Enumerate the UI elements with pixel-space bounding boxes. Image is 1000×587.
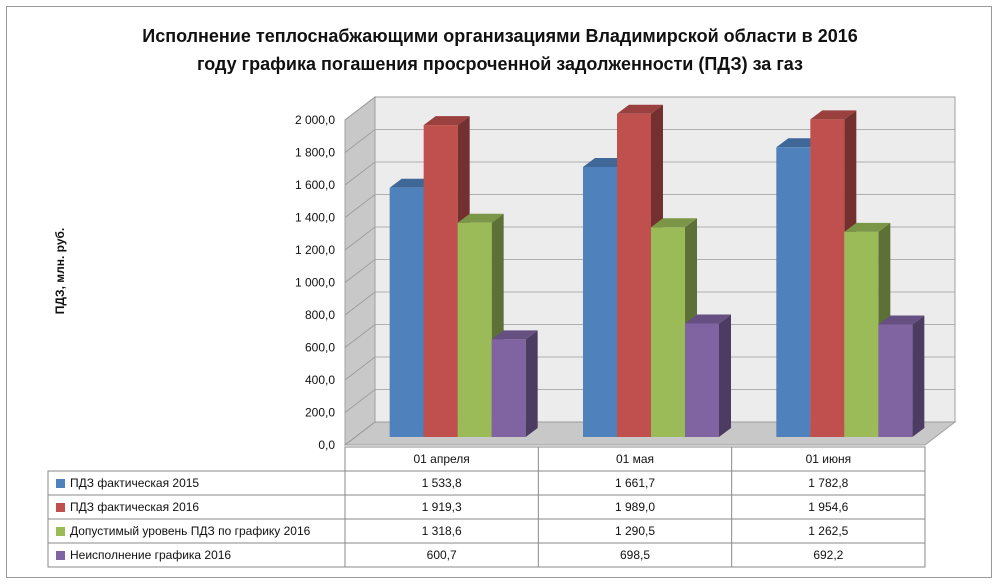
gridline [344,389,955,413]
bar-front [844,231,879,437]
gridline [344,356,955,381]
y-tick-label: 200,0 [305,406,335,420]
bar-front [651,227,685,437]
bar [685,314,731,437]
bar-top [651,218,697,228]
legend-series-name: Неисполнение графика 2016 [70,548,231,562]
x-category-label: 01 апреля [414,452,470,466]
bar-top [844,222,891,232]
y-tick-label: 2 000,0 [295,113,335,127]
y-tick-label: 1 400,0 [295,211,335,225]
gridline [344,291,955,316]
data-table: 01 апреля 01 мая 01 июня ПДЗ фактическая 20… [47,446,926,568]
bar-side [525,330,538,437]
bar-top [617,104,663,114]
gridline [344,324,955,348]
bar-front [491,339,526,437]
y-tick-label: 1 000,0 [295,276,335,290]
bar-top [491,330,538,340]
gridline [344,194,955,218]
bar-top [810,110,857,120]
chart-title: Исполнение теплоснабжающими организациям… [0,22,1000,78]
gridline [344,259,955,283]
bar-front [685,323,719,437]
data-value-label: 1 290,5 [615,524,655,538]
gridline [344,226,955,251]
bar [423,116,470,438]
y-tick-label: 1 800,0 [295,146,335,160]
data-value-label: 1 919,3 [422,500,462,514]
data-value-label: 692,2 [813,548,843,562]
legend-swatch [56,479,65,488]
bar-front [583,166,617,437]
bar-front [810,119,845,437]
bar-top [423,116,470,126]
bar-front [878,324,913,437]
bar-front [457,222,492,437]
data-value-label: 698,5 [620,548,650,562]
legend-series-name: ПДЗ фактическая 2015 [70,476,199,490]
data-value-label: 1 661,7 [615,476,655,490]
bar-side [912,315,925,437]
data-value-label: 1 262,5 [808,524,848,538]
gridline [344,129,955,153]
y-tick-label: 0,0 [318,438,335,452]
bar-side [719,314,731,437]
y-tick-label: 800,0 [305,308,335,322]
bar-front [423,125,458,438]
legend-swatch [56,527,65,536]
data-value-label: 1 954,6 [808,500,848,514]
y-tick-label: 400,0 [305,373,335,387]
bar-top [878,315,925,325]
chart-title-line-2: году графика погашения просроченной задо… [197,54,803,74]
x-category-label: 01 мая [616,452,654,466]
y-tick-label: 1 600,0 [295,178,335,192]
bar [878,315,925,437]
gridline [344,421,955,446]
data-value-label: 600,7 [427,548,457,562]
bar-front [776,147,811,438]
y-tick-label: 1 200,0 [295,243,335,257]
gridline [344,96,955,121]
x-category-label: 01 июня [806,452,852,466]
bar-top [457,213,504,223]
bar-front [389,187,424,437]
bar-front [617,113,651,437]
data-value-label: 1 989,0 [615,500,655,514]
legend-swatch [56,551,65,560]
legend-swatch [56,503,65,512]
data-value-label: 1 318,6 [422,524,462,538]
bar-top [685,314,731,324]
chart-title-line-1: Исполнение теплоснабжающими организациям… [142,26,858,46]
legend-series-name: Допустимый уровень ПДЗ по графику 2016 [70,524,311,538]
gridline [344,161,955,186]
legend-series-name: ПДЗ фактическая 2016 [70,500,199,514]
y-tick-label: 600,0 [305,341,335,355]
data-value-label: 1 533,8 [422,476,462,490]
bar [491,330,538,437]
data-value-label: 1 782,8 [808,476,848,490]
